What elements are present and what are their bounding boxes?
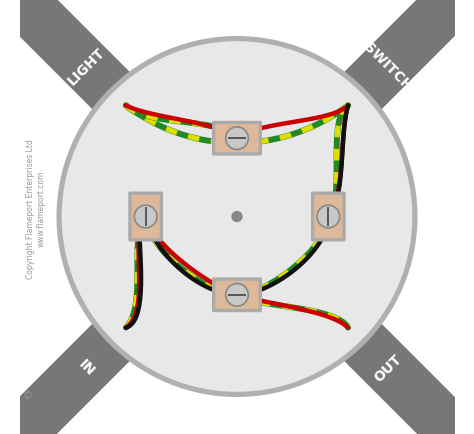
FancyBboxPatch shape <box>215 124 259 154</box>
Circle shape <box>317 206 340 228</box>
Circle shape <box>231 211 243 223</box>
Circle shape <box>226 284 248 306</box>
FancyBboxPatch shape <box>314 194 343 240</box>
FancyBboxPatch shape <box>212 278 262 312</box>
FancyBboxPatch shape <box>311 192 346 242</box>
Text: OUT: OUT <box>371 351 404 384</box>
FancyBboxPatch shape <box>131 194 160 240</box>
Text: ©: © <box>22 390 32 400</box>
Text: SWITCH: SWITCH <box>361 40 415 93</box>
Circle shape <box>62 42 412 392</box>
FancyBboxPatch shape <box>215 280 259 310</box>
Circle shape <box>226 128 248 150</box>
FancyBboxPatch shape <box>128 192 163 242</box>
FancyBboxPatch shape <box>212 122 262 156</box>
Text: Copyright Flameport Enterprises Ltd
www.flameport.com: Copyright Flameport Enterprises Ltd www.… <box>27 138 46 278</box>
Circle shape <box>56 37 418 397</box>
Text: LIGHT: LIGHT <box>65 45 108 88</box>
Text: IN: IN <box>75 356 97 378</box>
Circle shape <box>134 206 157 228</box>
